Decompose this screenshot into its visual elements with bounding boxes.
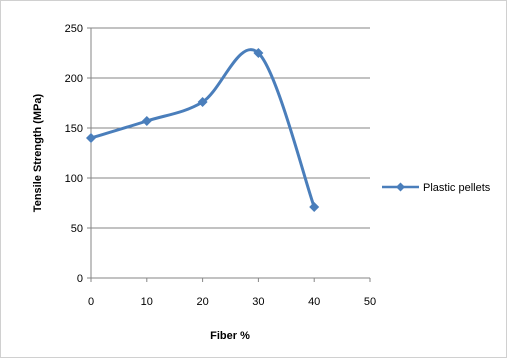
x-tick-label: 20: [196, 296, 208, 308]
y-tick-label: 0: [77, 273, 83, 285]
y-tick-label: 250: [65, 23, 83, 35]
y-tick-label: 200: [65, 73, 83, 85]
y-tick-label: 150: [65, 123, 83, 135]
y-axis-title: Tensile Strength (MPa): [32, 93, 44, 212]
series-group: [86, 48, 320, 212]
y-tick-labels: 0 50 100 150 200 250: [65, 23, 83, 285]
y-tick-label: 100: [65, 173, 83, 185]
x-tick-label: 40: [308, 296, 320, 308]
grid-lines: [87, 27, 371, 282]
x-tick-label: 0: [88, 296, 94, 308]
x-tick-labels: 0 10 20 30 40 50: [88, 296, 376, 308]
x-tick-label: 10: [141, 296, 153, 308]
data-point-marker: [197, 97, 208, 107]
legend: Plastic pellets: [382, 182, 491, 194]
axes: [90, 28, 370, 279]
x-axis-title: Fiber %: [210, 330, 250, 342]
data-point-marker: [309, 202, 320, 212]
data-point-marker: [253, 48, 264, 58]
data-point-marker: [86, 133, 96, 143]
legend-marker: [396, 182, 405, 192]
series-line-0: [90, 48, 316, 208]
x-tick-label: 50: [364, 296, 376, 308]
data-point-marker: [141, 116, 152, 126]
y-tick-label: 50: [71, 223, 83, 235]
x-tick-label: 30: [252, 296, 264, 308]
legend-label: Plastic pellets: [423, 182, 491, 194]
